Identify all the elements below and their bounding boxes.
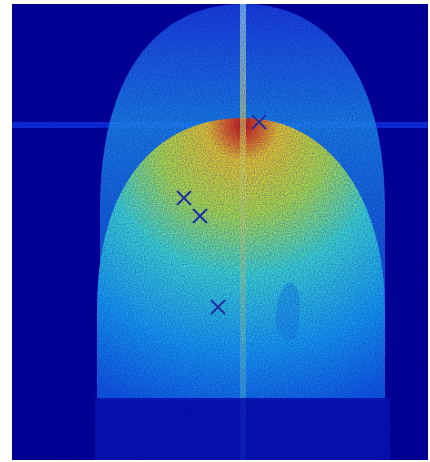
diffraction-image xyxy=(0,0,430,462)
image-area xyxy=(12,4,428,460)
noise-texture xyxy=(12,4,428,460)
page: (() => { const data = JSON.parse(documen… xyxy=(0,0,430,462)
